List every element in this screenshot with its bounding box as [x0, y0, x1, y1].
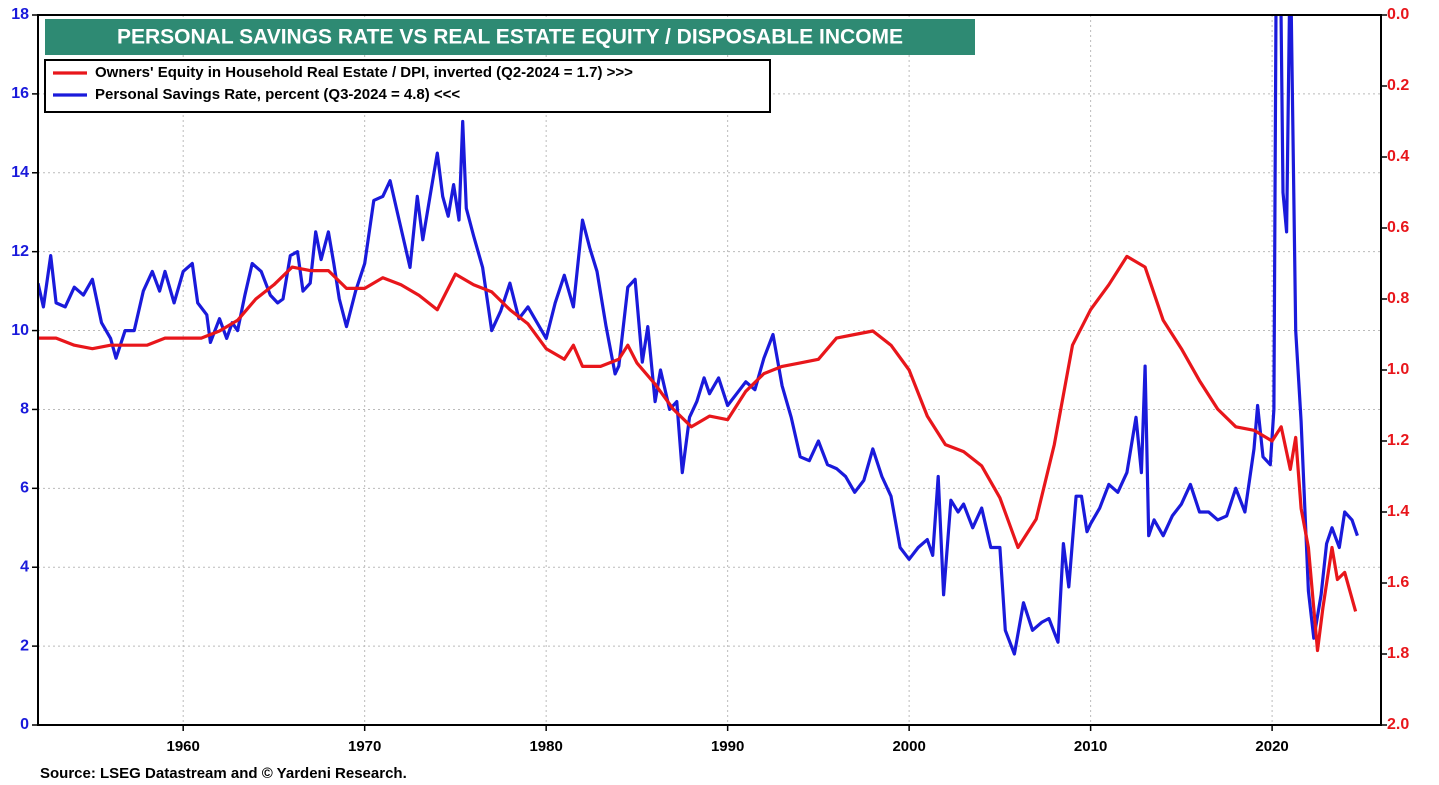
y-tick-label: 18	[11, 6, 29, 23]
y-tick-label: 12	[11, 243, 29, 260]
y2-tick-label: 2.0	[1387, 716, 1409, 733]
y-tick-label: 2	[20, 637, 29, 654]
x-tick-label: 1980	[529, 738, 562, 755]
y2-tick-label: 0.8	[1387, 290, 1409, 307]
y-tick-label: 14	[11, 164, 29, 181]
x-tick-label: 2000	[892, 738, 925, 755]
chart-title: PERSONAL SAVINGS RATE VS REAL ESTATE EQU…	[117, 26, 903, 49]
y-tick-label: 6	[20, 480, 29, 497]
y2-tick-label: 0.6	[1387, 219, 1409, 236]
x-tick-label: 1990	[711, 738, 744, 755]
y-tick-label: 0	[20, 716, 29, 733]
legend-box	[44, 59, 771, 113]
y2-tick-label: 1.8	[1387, 645, 1409, 662]
y2-tick-label: 1.0	[1387, 361, 1409, 378]
x-tick-label: 2020	[1255, 738, 1288, 755]
series-line	[38, 254, 1358, 653]
title-box	[45, 19, 975, 55]
y2-tick-label: 0.4	[1387, 148, 1409, 165]
y-tick-label: 10	[11, 322, 29, 339]
x-tick-label: 2010	[1074, 738, 1107, 755]
source-note: Source: LSEG Datastream and © Yardeni Re…	[40, 765, 407, 782]
grid	[38, 14, 1381, 726]
legend-label: Personal Savings Rate, percent (Q3-2024 …	[95, 86, 460, 103]
series-line	[38, 15, 1359, 656]
y-tick-label: 16	[11, 85, 29, 102]
y2-tick-label: 0.2	[1387, 77, 1409, 94]
legend-label: Owners' Equity in Household Real Estate …	[95, 64, 633, 81]
y2-tick-label: 1.6	[1387, 574, 1409, 591]
y-tick-label: 4	[20, 558, 29, 575]
y-tick-label: 8	[20, 401, 29, 418]
x-tick-label: 1960	[167, 738, 200, 755]
y2-tick-label: 0.0	[1387, 6, 1409, 23]
y2-tick-label: 1.2	[1387, 432, 1409, 449]
y2-tick-label: 1.4	[1387, 503, 1409, 520]
x-tick-label: 1970	[348, 738, 381, 755]
plot-frame	[37, 14, 1382, 726]
